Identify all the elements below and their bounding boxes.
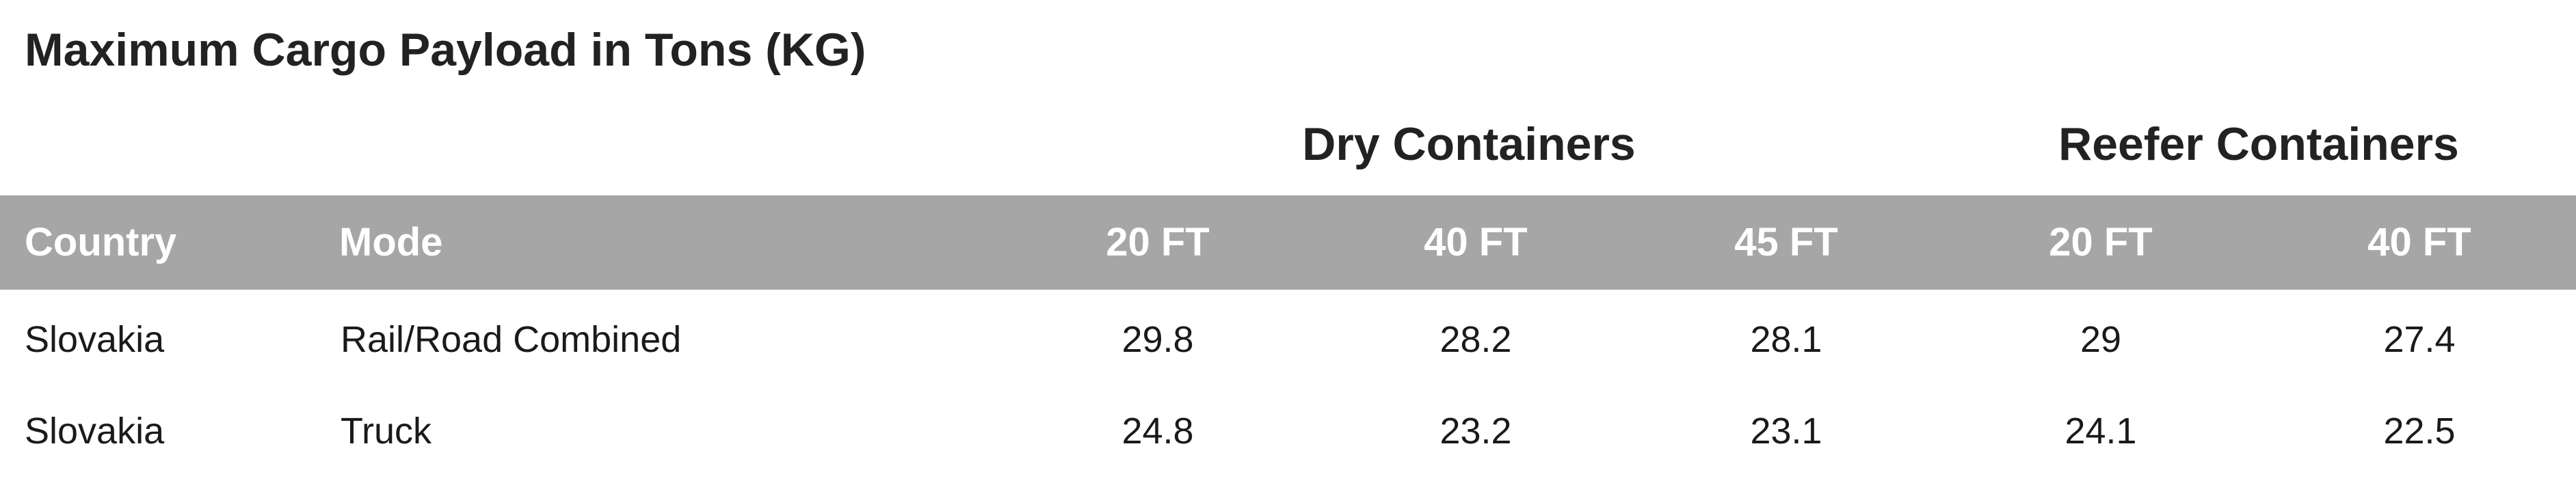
cell-dry-20ft: 29.8 [1121, 319, 1194, 360]
column-header-dry-40ft: 40 FT [1424, 220, 1528, 264]
cell-dry-40ft: 23.2 [1439, 411, 1512, 452]
group-header-reefer-containers: Reefer Containers [2058, 118, 2459, 170]
column-header-country: Country [25, 220, 177, 264]
table-row: Slovakia Truck 24.8 23.2 23.1 24.1 22.5 [0, 385, 2576, 477]
cell-mode: Rail/Road Combined [341, 319, 682, 360]
cell-dry-45ft: 28.1 [1750, 319, 1822, 360]
column-header-reefer-40ft: 40 FT [2367, 220, 2471, 264]
cell-reefer-40ft: 22.5 [2383, 411, 2456, 452]
cell-mode: Truck [341, 411, 431, 452]
column-header-mode: Mode [339, 220, 443, 264]
cell-reefer-20ft: 29 [2080, 319, 2122, 360]
group-header-dry-containers: Dry Containers [1302, 118, 1636, 170]
cell-country: Slovakia [25, 319, 165, 360]
cell-dry-40ft: 28.2 [1439, 319, 1512, 360]
table-header-row: Country Mode 20 FT 40 FT 45 FT 20 FT 40 … [0, 195, 2576, 290]
column-header-dry-45ft: 45 FT [1734, 220, 1838, 264]
cell-country: Slovakia [25, 411, 165, 452]
column-header-dry-20ft: 20 FT [1106, 220, 1210, 264]
cell-reefer-40ft: 27.4 [2383, 319, 2456, 360]
page-title: Maximum Cargo Payload in Tons (KG) [25, 24, 866, 76]
table-row: Slovakia Rail/Road Combined 29.8 28.2 28… [0, 294, 2576, 385]
column-header-reefer-20ft: 20 FT [2049, 220, 2153, 264]
cell-dry-45ft: 23.1 [1750, 411, 1822, 452]
cell-dry-20ft: 24.8 [1121, 411, 1194, 452]
cell-reefer-20ft: 24.1 [2064, 411, 2137, 452]
